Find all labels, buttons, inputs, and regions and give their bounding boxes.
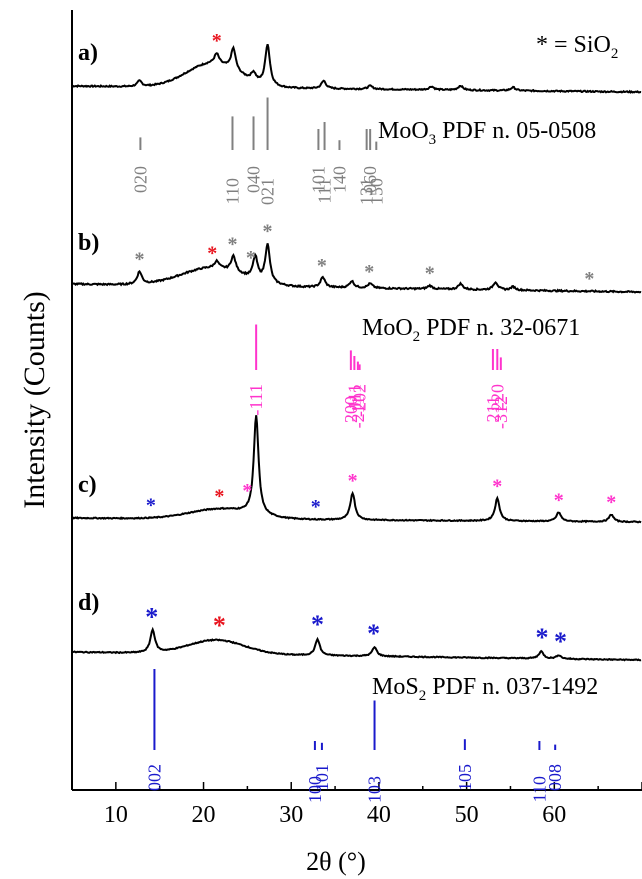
moo2-ref-label-sub: 2 (413, 329, 421, 345)
peak-star: * (145, 603, 158, 632)
x-axis-ticks: 10 20 30 40 50 60 (71, 782, 642, 828)
hkl-label: 110 (222, 178, 242, 204)
peak-star: * (227, 234, 237, 256)
x-tick-label: 10 (104, 802, 128, 828)
sio2-legend-sub: 2 (611, 46, 619, 62)
peak-star: * (554, 627, 567, 656)
peak-star: * (364, 261, 374, 283)
peak-star: * (348, 470, 358, 492)
panel-label: a) (78, 40, 98, 66)
diffraction-traces (71, 43, 642, 662)
peak-star: * (146, 495, 156, 517)
hkl-label: 040 (244, 166, 264, 193)
peak-star: * (213, 611, 226, 640)
x-tick-label: 40 (367, 802, 391, 828)
moo3-ref-label-main: MoO (378, 118, 429, 144)
x-tick-label: 20 (192, 802, 216, 828)
hkl-label: 060 (360, 166, 380, 193)
peak-star: * (425, 263, 435, 285)
panel-label: d) (78, 590, 99, 616)
hkl-label: 211 (483, 396, 503, 422)
sio2-legend: * = SiO2 (536, 32, 618, 62)
hkl-label: -312 (491, 396, 511, 429)
hkl-label: 140 (329, 166, 349, 193)
peak-star: * (317, 255, 327, 277)
peak-star: * (311, 496, 321, 518)
peak-star: * (367, 619, 380, 648)
moo2-ref-label: MoO2 PDF n. 32-0671 (362, 315, 580, 345)
hkl-label: 021 (258, 178, 278, 205)
x-tick-label: 30 (279, 802, 303, 828)
hkl-label: 200 (341, 396, 361, 423)
moo3-ref-label-rest: PDF n. 05-0508 (436, 118, 596, 144)
hkl-label: 008 (545, 764, 565, 791)
y-axis-label: Intensity (Counts) (18, 291, 51, 509)
mos2-ref-label-sub: 2 (419, 688, 427, 704)
peak-star: * (263, 221, 273, 243)
moo2-ref-label-main: MoO (362, 315, 413, 341)
mos2-ref-label-rest: PDF n. 037-1492 (426, 674, 598, 700)
hkl-label: 131 (357, 178, 377, 205)
peak-star: * (242, 480, 252, 502)
peak-star: * (536, 623, 549, 652)
peak-star: * (492, 475, 502, 497)
hkl-label: -202 (350, 384, 370, 417)
hkl-label: 100 (305, 776, 325, 803)
hkl-label: -211 (348, 396, 368, 428)
peak-star: * (584, 268, 594, 290)
x-axis-label: 2θ (°) (306, 847, 366, 876)
moo3-ref-label-sub: 3 (429, 132, 437, 148)
x-tick-label: 50 (455, 802, 479, 828)
hkl-label: 103 (365, 776, 385, 803)
hkl-label: 111 (344, 384, 364, 410)
panel-label: c) (78, 472, 97, 498)
hkl-label: 020 (130, 166, 150, 193)
hkl-label: 101 (308, 166, 328, 193)
peak-star: * (212, 30, 222, 52)
peak-star: * (207, 243, 217, 265)
sio2-legend-star: * (536, 32, 548, 58)
mos2-ref-label: MoS2 PDF n. 037-1492 (372, 674, 598, 704)
peak-star: * (606, 492, 616, 514)
panel-label: b) (78, 230, 99, 256)
hkl-label: 105 (455, 764, 475, 791)
moo2-ref-label-rest: PDF n. 32-0671 (420, 315, 580, 341)
trace-b (71, 243, 642, 294)
peak-star: * (246, 247, 256, 269)
hkl-label: 101 (312, 764, 332, 791)
peak-star: * (214, 485, 224, 507)
hkl-label: 220 (487, 384, 507, 411)
hkl-label: -111 (246, 384, 266, 416)
hkl-label: 150 (366, 178, 386, 205)
trace-c (71, 415, 642, 524)
panel-labels: a) b) c) d) (78, 40, 99, 616)
peak-star: * (135, 248, 145, 270)
hkl-label: 111 (315, 178, 335, 204)
hkl-label: 110 (529, 776, 549, 802)
sio2-legend-eq: = SiO (548, 32, 611, 58)
trace-a (71, 43, 642, 94)
plot-frame (71, 10, 642, 791)
hkl-label: 002 (144, 764, 164, 791)
moo3-ref-label: MoO3 PDF n. 05-0508 (378, 118, 596, 148)
mos2-ref-label-main: MoS (372, 674, 419, 700)
peak-star: * (311, 610, 324, 639)
peak-star: * (554, 489, 564, 511)
x-tick-label: 60 (542, 802, 566, 828)
peak-markers: ** * **** * * ** * *** ** ** * * * * * (135, 30, 617, 656)
trace-d (71, 626, 642, 662)
